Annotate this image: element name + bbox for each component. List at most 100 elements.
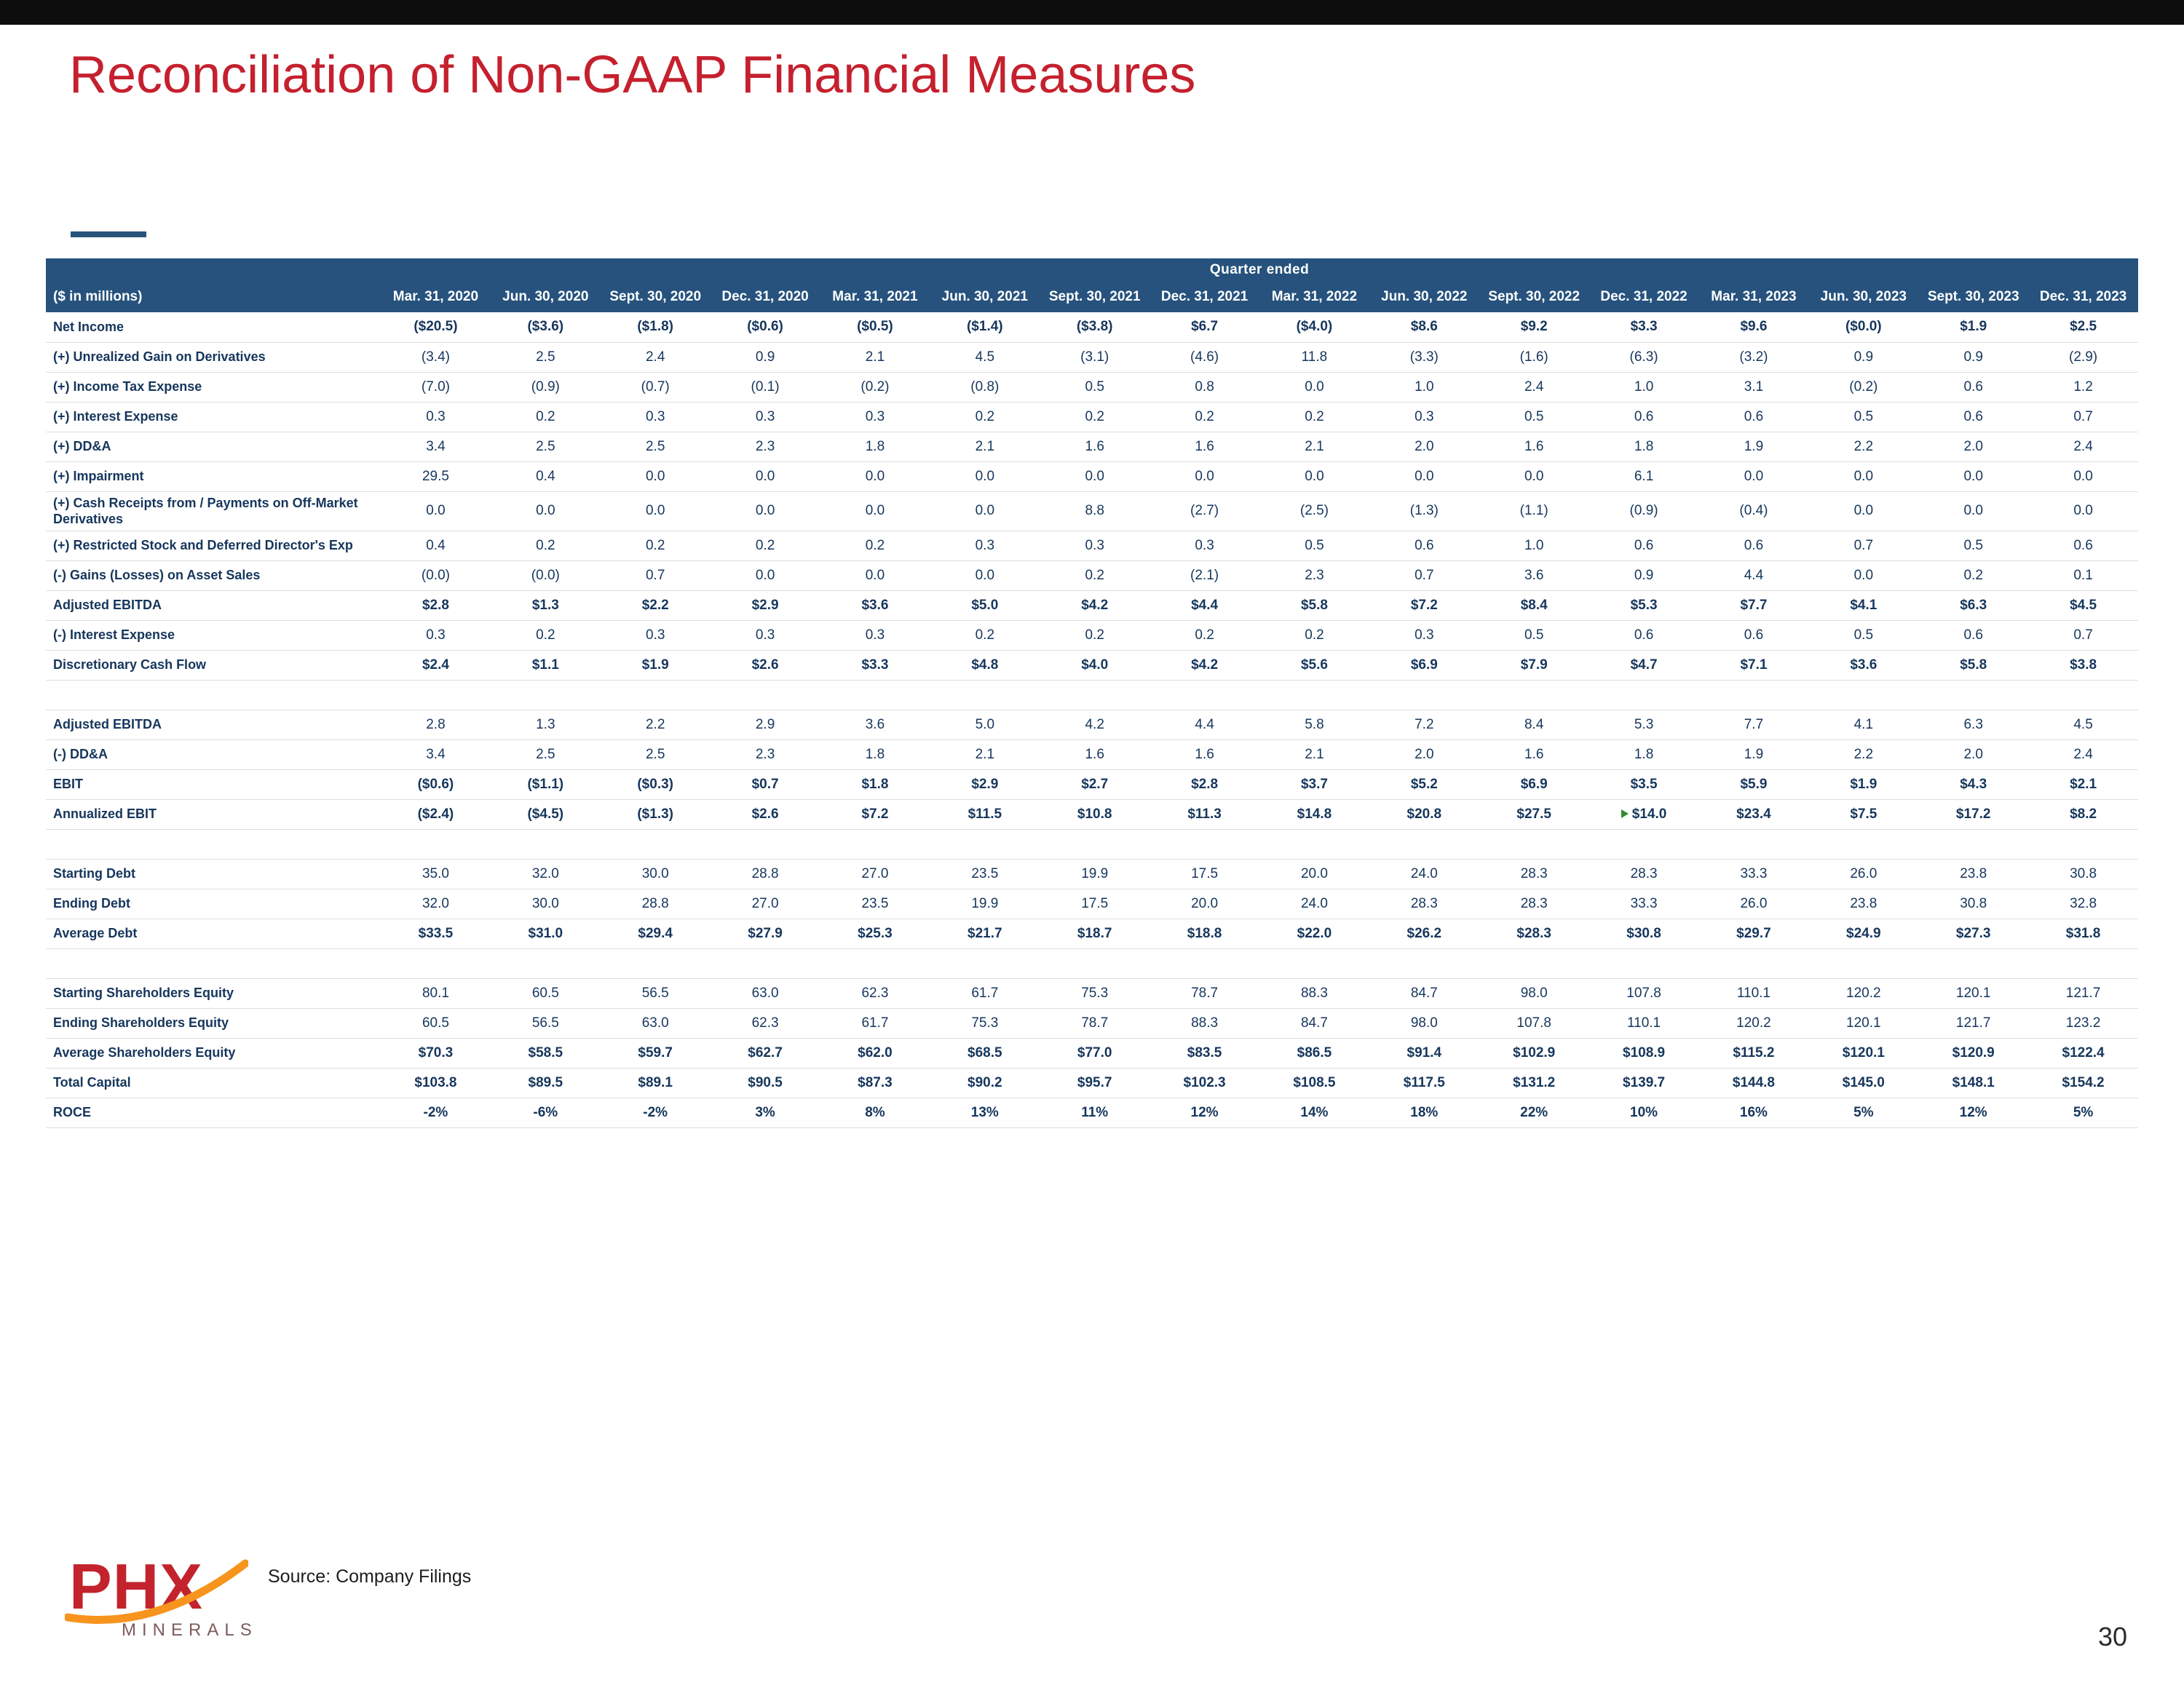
cell: 6.3 <box>1918 710 2029 740</box>
cell: 23.8 <box>1808 889 1919 919</box>
cell: $10.8 <box>1040 799 1150 830</box>
cell: 0.0 <box>1808 461 1919 492</box>
cell: 32.8 <box>2028 889 2138 919</box>
cell: 0.6 <box>1918 620 2029 651</box>
cell: $8.2 <box>2028 799 2138 830</box>
row-label: Adjusted EBITDA <box>46 710 381 740</box>
cell: $6.7 <box>1150 312 1259 343</box>
cell: ($1.8) <box>600 312 711 343</box>
cell: (1.6) <box>1479 342 1589 373</box>
cell: 2.8 <box>381 710 491 740</box>
cell: 61.7 <box>820 1008 930 1039</box>
row-label: Discretionary Cash Flow <box>46 650 381 681</box>
cell: (2.7) <box>1150 491 1259 531</box>
cell: 23.8 <box>1918 859 2029 889</box>
cell: 0.0 <box>930 461 1040 492</box>
cell: $95.7 <box>1040 1068 1150 1098</box>
cell: 0.3 <box>381 402 491 432</box>
cell: 2.2 <box>1808 740 1919 770</box>
table-row: Ending Debt 32.0 30.0 28.8 27.0 23.5 19.9 17.5 2… <box>46 889 2138 919</box>
cell: 75.3 <box>930 1008 1040 1039</box>
table-row: (+) Cash Receipts from / Payments on Off… <box>46 491 2138 531</box>
cell: $21.7 <box>930 919 1040 949</box>
cell: 20.0 <box>1150 889 1259 919</box>
cell: 0.0 <box>1040 461 1150 492</box>
cell: 0.2 <box>1150 402 1259 432</box>
cell: 62.3 <box>820 978 930 1009</box>
cell: 1.2 <box>2028 372 2138 403</box>
cell: $9.2 <box>1479 312 1589 343</box>
table-row: (-) Interest Expense 0.3 0.2 0.3 0.3 0.3 0.2 0.… <box>46 620 2138 651</box>
cell: 3.1 <box>1698 372 1809 403</box>
cell: (0.1) <box>710 372 820 403</box>
cell: 0.4 <box>490 461 601 492</box>
cell: $1.9 <box>1918 312 2029 343</box>
cell: 78.7 <box>1040 1008 1150 1039</box>
cell: 0.2 <box>930 620 1040 651</box>
cell: 0.0 <box>1369 461 1479 492</box>
cell: ($4.0) <box>1259 312 1369 343</box>
cell: 0.6 <box>1918 372 2029 403</box>
cell: $5.3 <box>1588 590 1699 621</box>
cell: 2.1 <box>930 432 1040 462</box>
table-row: (+) Income Tax Expense (7.0) (0.9) (0.7) (0.… <box>46 372 2138 403</box>
column-header: Dec. 31, 2022 <box>1588 282 1699 312</box>
cell: 28.8 <box>710 859 820 889</box>
cell: 0.5 <box>1479 620 1589 651</box>
cell: 0.2 <box>490 620 601 651</box>
cell: 4.1 <box>1808 710 1919 740</box>
cell: 75.3 <box>1040 978 1150 1009</box>
cell: $3.3 <box>1588 312 1699 343</box>
row-label: (+) Interest Expense <box>46 402 381 432</box>
cell: $29.7 <box>1698 919 1809 949</box>
cell: $24.9 <box>1808 919 1919 949</box>
cell: 0.6 <box>2028 531 2138 561</box>
cell: 0.6 <box>1588 531 1699 561</box>
cell: 2.0 <box>1918 432 2029 462</box>
cell: $11.5 <box>930 799 1040 830</box>
cell: $3.3 <box>820 650 930 681</box>
cell: 1.0 <box>1479 531 1589 561</box>
cell: 0.3 <box>1040 531 1150 561</box>
cell: ($20.5) <box>381 312 491 343</box>
cell: $131.2 <box>1479 1068 1589 1098</box>
cell: 0.6 <box>1918 402 2029 432</box>
cell: 0.6 <box>1369 531 1479 561</box>
cell: 30.0 <box>490 889 601 919</box>
cell: (3.4) <box>381 342 491 373</box>
cell: $18.7 <box>1040 919 1150 949</box>
cell: 120.1 <box>1808 1008 1919 1039</box>
cell: 2.3 <box>1259 560 1369 591</box>
row-label: Ending Debt <box>46 889 381 919</box>
cell: 28.8 <box>600 889 711 919</box>
cell: 22% <box>1479 1098 1589 1128</box>
cell: $120.1 <box>1808 1038 1919 1069</box>
phx-minerals-logo: PHX MINERALS <box>65 1555 258 1651</box>
cell: $2.9 <box>710 590 820 621</box>
cell: ($2.4) <box>381 799 491 830</box>
cell: 0.2 <box>710 531 820 561</box>
cell: 1.6 <box>1040 740 1150 770</box>
column-header: Jun. 30, 2022 <box>1369 282 1479 312</box>
cell: 0.5 <box>1918 531 2029 561</box>
cell: $31.8 <box>2028 919 2138 949</box>
cell: (1.3) <box>1369 491 1479 531</box>
cell: 2.1 <box>1259 740 1369 770</box>
cell: 3% <box>710 1098 820 1128</box>
cell: $62.0 <box>820 1038 930 1069</box>
cell: $6.9 <box>1369 650 1479 681</box>
cell: $108.9 <box>1588 1038 1699 1069</box>
cell: $89.5 <box>490 1068 601 1098</box>
row-label: (+) Income Tax Expense <box>46 372 381 403</box>
cell: 11% <box>1040 1098 1150 1128</box>
row-label: Starting Debt <box>46 859 381 889</box>
column-header: Dec. 31, 2020 <box>710 282 820 312</box>
cell: 0.0 <box>1259 461 1369 492</box>
cell: 0.8 <box>1150 372 1259 403</box>
cell: $31.0 <box>490 919 601 949</box>
cell: (0.0) <box>381 560 491 591</box>
cell: (0.9) <box>490 372 601 403</box>
row-label: (-) Interest Expense <box>46 620 381 651</box>
cell: $102.3 <box>1150 1068 1259 1098</box>
cell: 1.9 <box>1698 432 1809 462</box>
